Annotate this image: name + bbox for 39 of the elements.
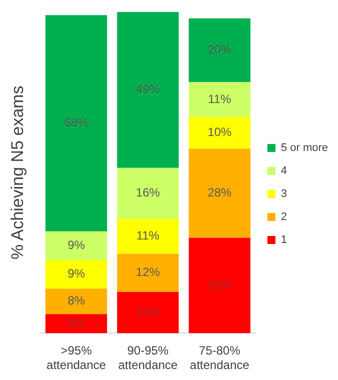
bar — [188, 18, 250, 82]
x-tick-label: 75-80% attendance — [190, 344, 250, 372]
bar — [45, 15, 108, 232]
legend-label: 2 — [280, 211, 288, 224]
bar — [117, 12, 179, 168]
data-label: 11% — [136, 228, 160, 243]
x-tick-label: >95% attendance — [46, 344, 106, 372]
bar — [117, 168, 179, 219]
bar — [188, 116, 250, 149]
legend-label: 1 — [280, 234, 288, 246]
data-label: 6% — [68, 316, 86, 330]
bar — [45, 314, 108, 334]
data-label: 12% — [136, 265, 160, 280]
bar — [45, 260, 108, 289]
bar — [188, 238, 250, 334]
data-label: 20% — [208, 42, 232, 56]
data-label: 30% — [208, 278, 232, 292]
data-label: 8% — [68, 294, 86, 308]
bar — [117, 292, 179, 334]
bar — [117, 254, 179, 292]
bar — [45, 288, 108, 314]
data-label: 28% — [208, 186, 232, 200]
x-tick-label: 90-95% attendance — [118, 344, 178, 372]
data-label: 49% — [136, 82, 160, 96]
legend-label: 5 or more — [280, 142, 328, 154]
bar — [117, 218, 179, 254]
data-label: 16% — [136, 186, 160, 200]
data-label: 9% — [68, 238, 86, 252]
bar — [188, 148, 250, 238]
data-label: 10% — [208, 125, 232, 140]
bar — [45, 231, 108, 260]
data-label: 9% — [68, 266, 86, 281]
legend-label: 3 — [280, 188, 288, 200]
data-label: 11% — [208, 92, 232, 106]
y-axis-title: % Achieving N5 exams — [8, 86, 27, 260]
data-label: 68% — [64, 116, 89, 130]
bar — [188, 82, 250, 117]
data-label: 13% — [136, 304, 160, 319]
legend-label: 4 — [280, 165, 288, 178]
